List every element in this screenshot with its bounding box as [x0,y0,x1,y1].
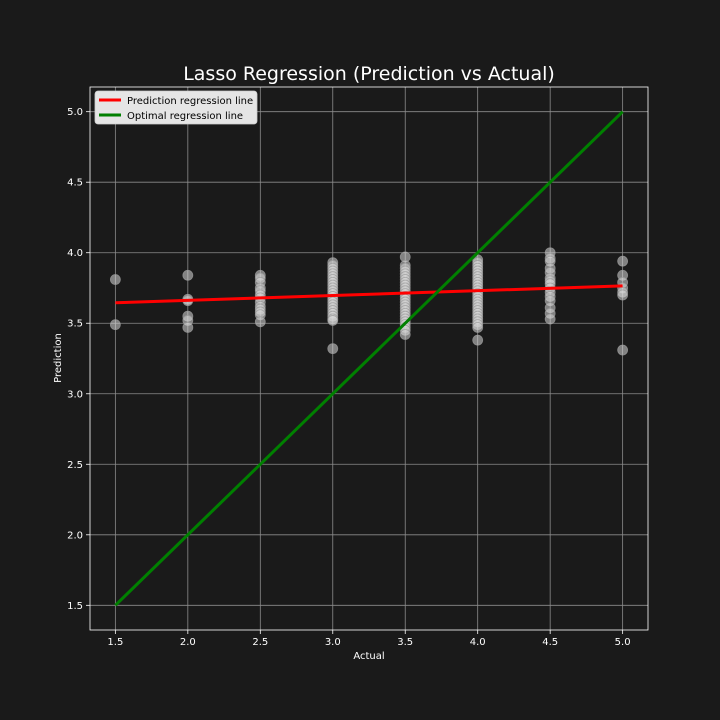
x-tick-label: 4.5 [542,637,558,648]
chart-title: Lasso Regression (Prediction vs Actual) [183,63,555,85]
y-tick-label: 2.0 [67,530,83,541]
y-tick-label: 2.5 [67,460,83,471]
data-point [182,322,194,333]
x-tick-label: 1.5 [107,637,123,648]
data-point [617,289,629,301]
y-axis-label: Prediction [53,333,64,383]
optimal-regression-line [114,110,624,607]
data-point [109,274,121,285]
legend: Prediction regression line Optimal regre… [94,90,258,125]
x-tick-label: 3.5 [397,637,413,648]
grid [90,87,648,630]
y-tick-label: 4.5 [67,178,83,189]
legend-label-prediction: Prediction regression line [127,96,253,107]
y-tick-label: 4.0 [67,248,83,259]
data-point [327,315,339,326]
data-point [254,316,266,328]
y-tick-label: 3.0 [67,389,83,400]
legend-label-optimal: Optimal regression line [127,111,243,122]
x-axis-label: Actual [353,651,384,662]
data-point [617,255,629,267]
x-tick-label: 2.0 [180,637,196,648]
data-point [327,343,339,355]
data-point [617,344,629,356]
axis-ticks: 1.5 2.0 2.5 3.0 3.5 4.0 4.5 5.0 1.5 2.0 2.5 3.0 3.5 4… [67,107,630,648]
data-point [399,329,411,340]
x-tick-label: 3.0 [325,637,341,648]
legend-box [94,90,258,125]
data-point [109,319,121,331]
prediction-regression-line [115,284,623,305]
data-point [472,322,484,333]
y-tick-label: 1.5 [67,601,83,612]
data-point [544,313,556,325]
data-point [182,269,194,281]
x-tick-label: 4.0 [470,637,486,648]
x-tick-label: 2.5 [252,637,268,648]
plot-frame [89,86,649,631]
y-tick-label: 3.5 [67,319,83,330]
data-point [472,334,484,346]
x-tick-label: 5.0 [615,637,631,648]
regression-lines [114,110,624,607]
y-tick-label: 5.0 [67,107,83,118]
